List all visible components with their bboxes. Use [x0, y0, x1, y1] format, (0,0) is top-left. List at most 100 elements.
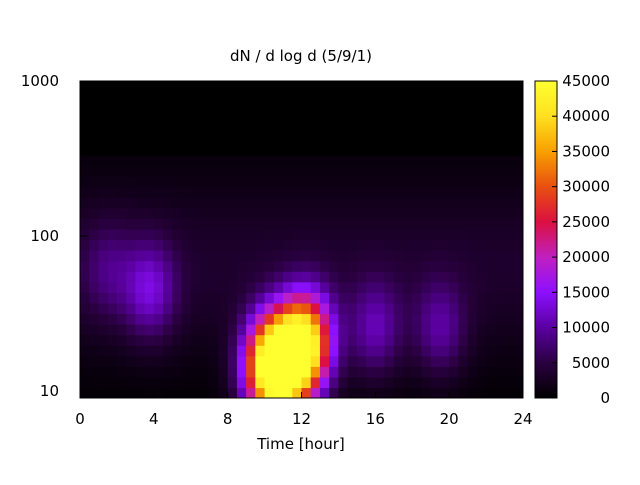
heat-cell: [172, 260, 183, 272]
heat-cell: [199, 218, 210, 230]
heat-cell: [439, 366, 450, 378]
heat-cell: [513, 112, 523, 124]
heat-cell: [98, 144, 109, 156]
heat-cell: [467, 324, 478, 336]
heat-cell: [89, 292, 100, 304]
heat-cell: [384, 186, 395, 198]
heat-cell: [421, 154, 432, 167]
heat-cell: [163, 355, 173, 367]
heat-cell: [135, 91, 146, 103]
heat-cell: [319, 345, 330, 357]
heat-cell: [476, 250, 487, 262]
heat-cell: [236, 144, 247, 156]
heat-cell: [209, 218, 220, 230]
heat-cell: [98, 154, 109, 167]
heat-cell: [467, 91, 478, 103]
heat-cell: [144, 102, 155, 114]
heat-cell: [384, 197, 395, 209]
heat-cell: [218, 376, 229, 389]
heat-cell: [218, 197, 229, 209]
heat-cell: [107, 186, 118, 198]
heat-cell: [366, 102, 376, 114]
heat-cell: [255, 376, 266, 389]
heat-cell: [467, 197, 478, 209]
heat-cell: [181, 302, 192, 315]
heat-cell: [172, 207, 183, 219]
heat-cell: [98, 260, 109, 272]
heat-cell: [89, 102, 100, 114]
heat-cell: [264, 197, 275, 209]
heat-cell: [310, 302, 321, 315]
heat-cell: [255, 176, 266, 188]
heat-cell: [439, 91, 450, 103]
heat-cell: [338, 123, 349, 135]
heat-cell: [246, 112, 256, 124]
heat-cell: [439, 324, 450, 336]
heat-cell: [98, 207, 109, 219]
heat-cell: [292, 239, 303, 251]
heat-cell: [476, 355, 487, 367]
heat-cell: [319, 281, 330, 293]
heat-cell: [80, 366, 90, 378]
heat-cell: [449, 271, 459, 283]
heat-cell: [227, 228, 238, 241]
heat-cell: [439, 144, 450, 156]
heat-cell: [107, 197, 118, 209]
heat-cell: [356, 91, 367, 103]
heat-cell: [430, 324, 441, 336]
heat-cell: [236, 366, 247, 378]
heat-cell: [135, 218, 146, 230]
heat-cell: [255, 186, 266, 198]
heat-cell: [338, 334, 349, 346]
y-tick-label: 1000: [21, 72, 59, 90]
heat-cell: [163, 376, 173, 389]
heat-cell: [135, 313, 146, 325]
heat-cell: [439, 165, 450, 177]
heat-cell: [283, 197, 293, 209]
heat-cell: [135, 81, 146, 93]
heat-cell: [403, 102, 413, 114]
heat-cell: [107, 102, 118, 114]
heat-cell: [116, 186, 127, 198]
heat-cell: [283, 250, 293, 262]
heat-cell: [366, 81, 376, 93]
heat-cell: [476, 144, 487, 156]
heat-cell: [172, 81, 183, 93]
heat-cell: [144, 133, 155, 145]
heat-cell: [209, 260, 220, 272]
heat-cell: [80, 260, 90, 272]
heat-cell: [80, 271, 90, 283]
heat-cell: [504, 324, 515, 336]
heat-cell: [310, 112, 321, 124]
heat-cell: [283, 281, 293, 293]
heat-cell: [172, 387, 183, 398]
heat-cell: [190, 112, 201, 124]
heat-cell: [218, 123, 229, 135]
heat-cell: [375, 186, 386, 198]
heat-cell: [172, 376, 183, 389]
heat-cell: [347, 302, 358, 315]
heat-cell: [89, 334, 100, 346]
heat-cell: [283, 91, 293, 103]
heat-cell: [449, 366, 459, 378]
heat-cell: [190, 324, 201, 336]
colorbar: [534, 80, 558, 399]
heat-cell: [301, 186, 312, 198]
heat-cell: [403, 281, 413, 293]
heat-cell: [421, 281, 432, 293]
colorbar-tick-label: 10000: [562, 319, 610, 337]
heat-cell: [412, 334, 423, 346]
heat-cell: [199, 133, 210, 145]
heat-cell: [347, 228, 358, 241]
heat-cell: [347, 176, 358, 188]
heat-cell: [301, 123, 312, 135]
heat-cell: [246, 144, 256, 156]
heat-cell: [366, 302, 376, 315]
colorbar-tick-label: 40000: [562, 107, 610, 125]
chart-title: dN / d log d (5/9/1): [230, 47, 372, 65]
heat-cell: [292, 133, 303, 145]
heat-cell: [467, 207, 478, 219]
heat-cell: [181, 387, 192, 398]
heat-cell: [107, 334, 118, 346]
heat-cell: [366, 292, 376, 304]
